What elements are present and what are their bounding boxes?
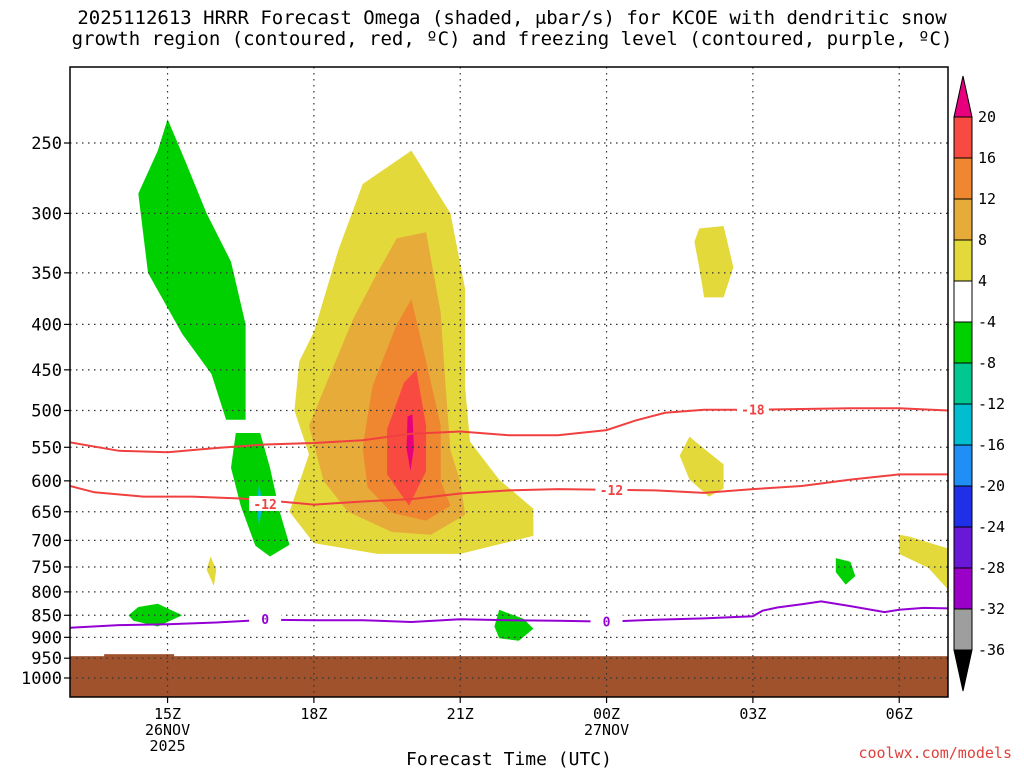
colorbar-below-min xyxy=(953,649,973,692)
colorbar-bin-3 xyxy=(953,239,973,282)
colorbar-bin-7 xyxy=(953,403,973,446)
chart-title: 2025112613 HRRR Forecast Omega (shaded, … xyxy=(0,8,1024,50)
x-tick-label-21-0: 21Z xyxy=(447,705,474,723)
contour-label-0: -18 xyxy=(741,404,765,419)
chart-title-line-2: growth region (contoured, red, ºC) and f… xyxy=(71,28,953,50)
contour-label-bg-0 xyxy=(736,401,769,417)
y-tick-label-600: 600 xyxy=(31,472,62,492)
x-tick-label-15-0: 15Z xyxy=(154,705,181,723)
colorbar-bin-10 xyxy=(953,526,973,569)
colorbar-bin-11 xyxy=(953,567,973,610)
y-tick-label-950: 950 xyxy=(31,649,62,669)
contour-line-1 xyxy=(70,473,948,506)
colorbar-label-7: -12 xyxy=(978,395,1005,413)
colorbar-bin-6 xyxy=(953,362,973,405)
x-tick-label-15-2: 2025 xyxy=(149,737,185,755)
y-tick-label-1000: 1000 xyxy=(21,669,62,689)
x-axis-label: Forecast Time (UTC) xyxy=(406,749,612,768)
omega-region-14 xyxy=(406,414,414,472)
y-tick-label-750: 750 xyxy=(31,558,62,578)
omega-region-5 xyxy=(835,558,856,585)
y-tick-label-250: 250 xyxy=(31,134,62,154)
chart-title-line-1: 2025112613 HRRR Forecast Omega (shaded, … xyxy=(77,7,947,29)
y-tick-label-900: 900 xyxy=(31,628,62,648)
contour-label-bg-3 xyxy=(249,610,282,626)
y-tick-label-850: 850 xyxy=(31,606,62,626)
omega-region-7 xyxy=(206,556,217,587)
colorbar-bin-1 xyxy=(953,157,973,200)
x-tick-label-24-1: 27NOV xyxy=(584,721,629,739)
colorbar-bin-5 xyxy=(953,321,973,364)
x-tick-label-15-1: 26NOV xyxy=(145,721,190,739)
omega-region-9 xyxy=(679,436,724,497)
y-tick-label-700: 700 xyxy=(31,531,62,551)
x-tick-label-18-0: 18Z xyxy=(300,705,327,723)
y-tick-label-550: 550 xyxy=(31,438,62,458)
omega-region-0 xyxy=(138,119,246,420)
contour-label-bg-4 xyxy=(590,613,623,629)
colorbar-label-12: -32 xyxy=(978,600,1005,618)
y-tick-label-400: 400 xyxy=(31,315,62,335)
y-tick-label-350: 350 xyxy=(31,264,62,284)
omega-region-4 xyxy=(494,609,534,641)
colorbar-label-0: 20 xyxy=(978,108,996,126)
colorbar-label-11: -28 xyxy=(978,559,1005,577)
colorbar-bin-4 xyxy=(953,280,973,323)
terrain-bump xyxy=(104,654,175,658)
colorbar-label-1: 16 xyxy=(978,149,996,167)
colorbar-bin-9 xyxy=(953,485,973,528)
contour-label-bg-2 xyxy=(595,481,628,497)
x-tick-label-30-0: 06Z xyxy=(886,705,913,723)
contour-line-0 xyxy=(70,407,948,454)
colorbar-above-max xyxy=(953,75,973,118)
colorbar-label-2: 12 xyxy=(978,190,996,208)
contour-label-3: 0 xyxy=(261,613,269,628)
credit-text[interactable]: coolwx.com/models xyxy=(858,744,1012,762)
colorbar-label-13: -36 xyxy=(978,641,1005,659)
colorbar-label-9: -20 xyxy=(978,477,1005,495)
colorbar-bin-0 xyxy=(953,116,973,159)
x-tick-label-27-0: 03Z xyxy=(739,705,766,723)
plot-frame xyxy=(69,66,949,698)
contour-label-4: 0 xyxy=(603,616,611,631)
y-tick-label-650: 650 xyxy=(31,503,62,523)
terrain-fill xyxy=(70,656,948,697)
plot-area: -18 -12 -12 0 0 xyxy=(70,67,948,697)
omega-region-13 xyxy=(387,369,427,506)
contour-label-bg-1 xyxy=(249,495,282,511)
colorbar-bin-8 xyxy=(953,444,973,487)
colorbar-label-5: -4 xyxy=(978,313,996,331)
y-tick-label-450: 450 xyxy=(31,361,62,381)
omega-region-8 xyxy=(694,226,734,298)
y-tick-label-300: 300 xyxy=(31,204,62,224)
colorbar-label-3: 8 xyxy=(978,231,987,249)
colorbar: 20 16 12 8 4 -4 -8 -12 -16 -20 -24 -28 -32 -36 xyxy=(953,75,1005,692)
y-tick-label-800: 800 xyxy=(31,583,62,603)
colorbar-label-10: -24 xyxy=(978,518,1005,536)
colorbar-bin-12 xyxy=(953,608,973,651)
colorbar-label-4: 4 xyxy=(978,272,987,290)
colorbar-bin-2 xyxy=(953,198,973,241)
omega-region-10 xyxy=(899,534,948,590)
colorbar-label-6: -8 xyxy=(978,354,996,372)
y-tick-label-500: 500 xyxy=(31,402,62,422)
colorbar-label-8: -16 xyxy=(978,436,1005,454)
x-tick-label-24-0: 00Z xyxy=(593,705,620,723)
contour-label-1: -12 xyxy=(253,498,276,513)
contour-label-2: -12 xyxy=(600,484,623,499)
